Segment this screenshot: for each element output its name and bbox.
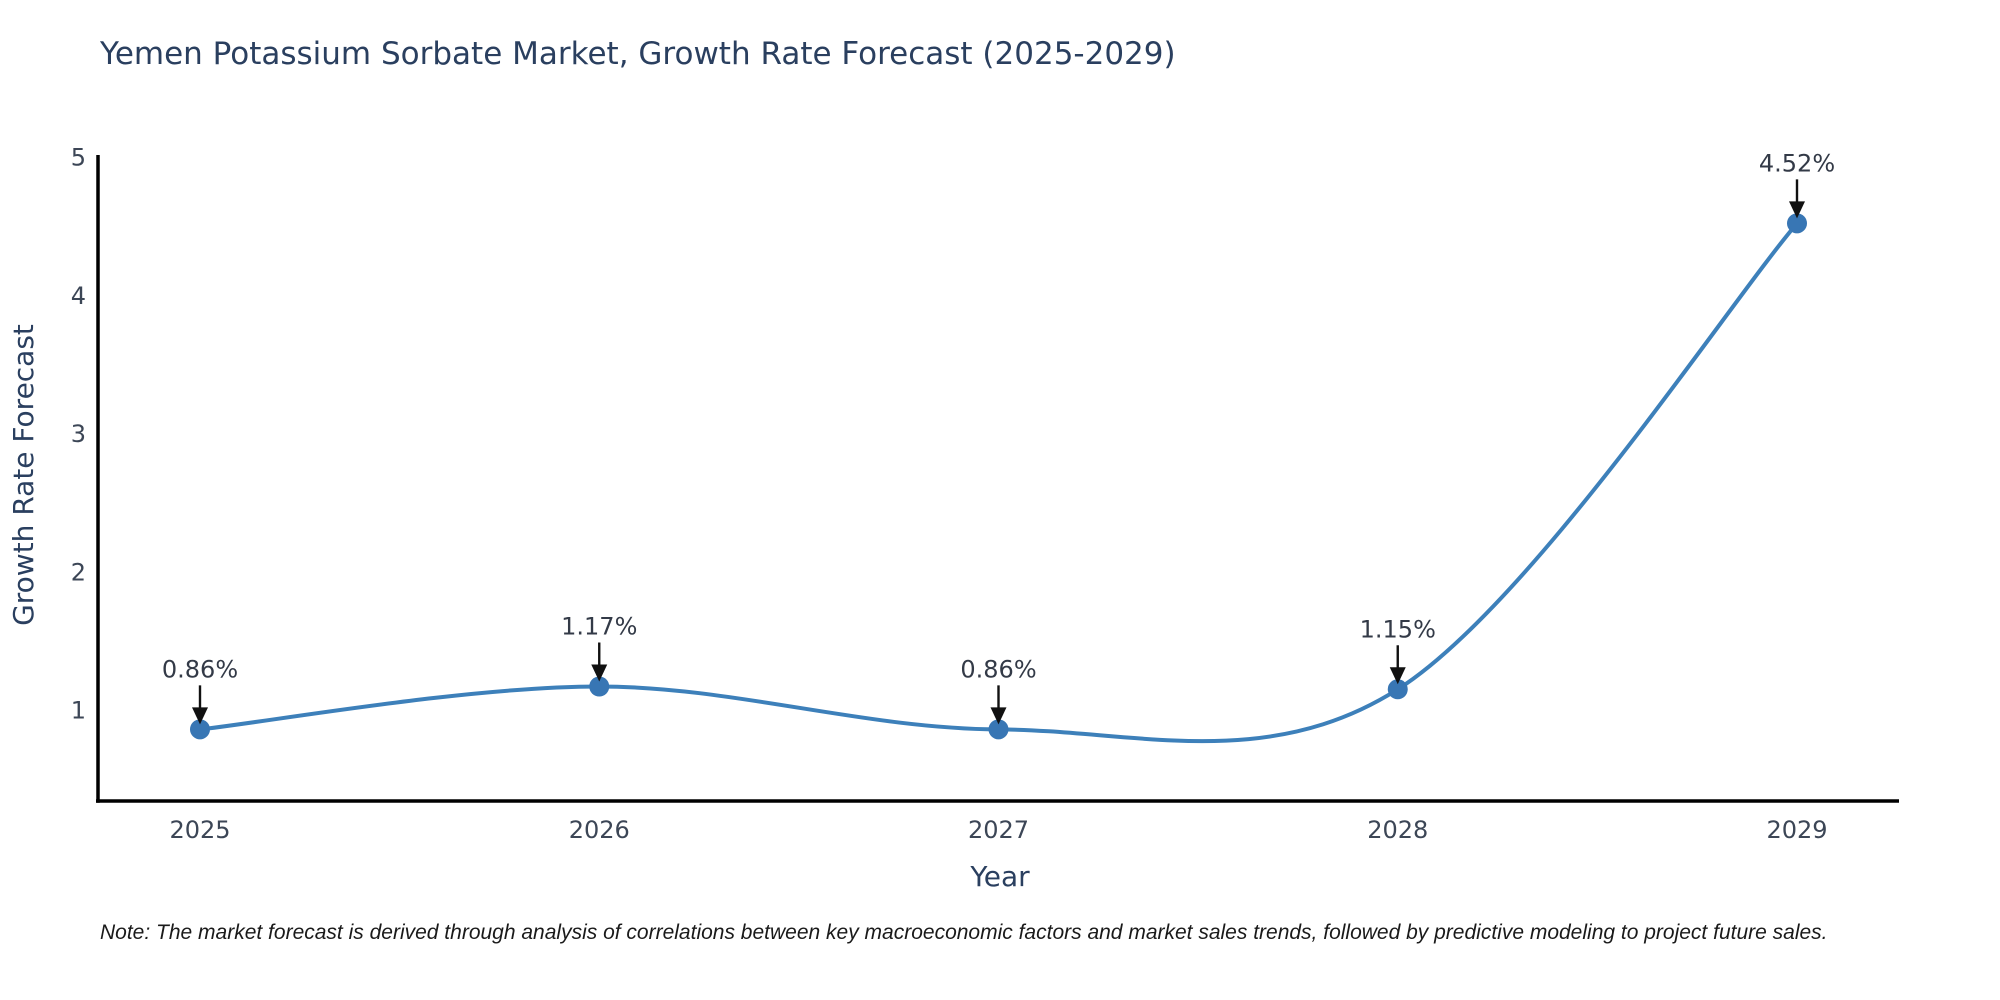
annotation-arrow-head bbox=[1789, 201, 1805, 219]
data-point-marker bbox=[190, 719, 210, 740]
data-point-label: 0.86% bbox=[960, 655, 1036, 683]
annotation-arrow-head bbox=[1389, 667, 1406, 685]
annotation-arrow-head bbox=[990, 707, 1007, 725]
data-point-marker bbox=[589, 676, 610, 697]
y-tick-label: 4 bbox=[71, 282, 86, 310]
plot-area: 1 2 3 4 5 2025 2026 2027 2028 2029 0.86% 1.17% 0.86%… bbox=[71, 144, 1899, 844]
annotation-arrow-head bbox=[591, 664, 608, 682]
data-point-label: 1.17% bbox=[561, 612, 637, 640]
y-tick-label: 3 bbox=[71, 420, 86, 448]
data-point-label: 4.52% bbox=[1759, 149, 1835, 177]
forecast-line bbox=[198, 221, 1799, 744]
annotation-arrow-head bbox=[192, 707, 208, 725]
data-point-marker bbox=[1387, 679, 1408, 700]
y-tick-label: 1 bbox=[71, 697, 86, 725]
data-point-label: 1.15% bbox=[1360, 615, 1436, 643]
y-axis-title: Growth Rate Forecast bbox=[7, 324, 40, 626]
x-tick-label: 2028 bbox=[1367, 816, 1428, 844]
x-tick-label: 2029 bbox=[1766, 816, 1827, 844]
footnote: Note: The market forecast is derived thr… bbox=[100, 921, 1828, 944]
data-point-label: 0.86% bbox=[162, 655, 238, 683]
x-tick-label: 2027 bbox=[968, 816, 1029, 844]
x-axis-title: Year bbox=[969, 860, 1030, 893]
x-tick-label: 2025 bbox=[169, 816, 230, 844]
x-tick-label: 2026 bbox=[569, 816, 630, 844]
chart-title: Yemen Potassium Sorbate Market, Growth R… bbox=[99, 36, 1176, 72]
data-point-marker bbox=[988, 719, 1009, 740]
y-tick-label: 5 bbox=[71, 144, 86, 172]
data-point-marker bbox=[1787, 213, 1807, 234]
y-tick-label: 2 bbox=[71, 558, 86, 586]
